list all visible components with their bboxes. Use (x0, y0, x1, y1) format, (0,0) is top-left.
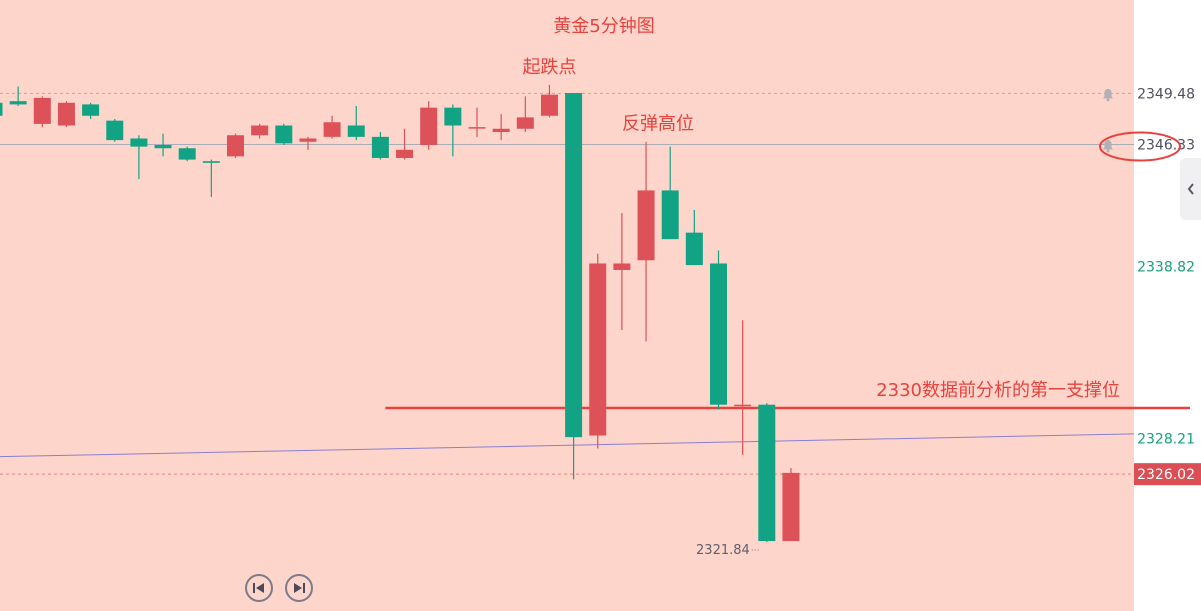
axis-label-2: 2338.82 (1137, 259, 1195, 275)
candle-body (57, 102, 75, 126)
bell-icon (1103, 88, 1113, 99)
candle-body (637, 190, 655, 261)
bell-icon-clapper (1106, 98, 1110, 102)
candle-body (202, 161, 220, 163)
axis-label-4: 2326.02 (1137, 467, 1195, 483)
candle-body (710, 263, 727, 405)
bell-icon-clapper (1106, 149, 1110, 153)
candle-body (33, 97, 51, 124)
candle-body (323, 122, 341, 137)
candle-body (492, 128, 510, 132)
candle-body (444, 107, 462, 126)
chevron-left-icon (1187, 183, 1194, 195)
candle-body (275, 125, 293, 144)
candle-body (299, 138, 317, 142)
candle-body (9, 101, 27, 105)
axis-label-0: 2349.48 (1137, 86, 1195, 102)
last-price-box (1134, 463, 1201, 486)
chart-title: 黄金5分钟图 (553, 16, 654, 37)
axis-label-1: 2346.33 (1137, 137, 1195, 153)
candle-body (420, 107, 438, 145)
next-page-button[interactable] (285, 574, 313, 602)
candle-body (613, 263, 631, 270)
prev-page-button[interactable] (245, 574, 273, 602)
candle-body (516, 117, 534, 129)
annotation-1: 反弹高位 (622, 114, 694, 135)
candle-body (468, 127, 486, 129)
candle-body (589, 263, 607, 436)
candle-body (106, 120, 124, 141)
annotation-2: 2330数据前分析的第一支撑位 (876, 380, 1120, 401)
candle-body (685, 232, 703, 266)
skip-back-icon (253, 583, 264, 593)
candle-body (347, 125, 365, 137)
low-price-label: 2321.84 (696, 543, 750, 558)
candle-body (565, 93, 583, 438)
candle-body (154, 144, 172, 149)
candle-body (82, 104, 100, 116)
skip-forward-icon (294, 583, 305, 593)
candle-body (371, 136, 389, 158)
trend-line (0, 433, 1135, 458)
candle-body (251, 125, 269, 136)
candle-body (782, 472, 800, 542)
axis-label-3: 2328.21 (1137, 432, 1195, 448)
highlight-circle (1099, 131, 1181, 162)
candle-body (758, 404, 776, 542)
candle-body (540, 94, 558, 116)
candle-body (661, 190, 679, 240)
candle-body (227, 135, 244, 157)
annotation-0: 起跌点 (522, 57, 576, 78)
candle-body (130, 138, 148, 147)
collapse-panel-button[interactable] (1180, 158, 1201, 220)
bell-icon (1103, 139, 1113, 150)
candle-body (0, 102, 3, 116)
candle-body (734, 404, 752, 407)
price-axis (1134, 0, 1201, 611)
candle-body (178, 148, 196, 160)
candle-body (396, 149, 414, 158)
